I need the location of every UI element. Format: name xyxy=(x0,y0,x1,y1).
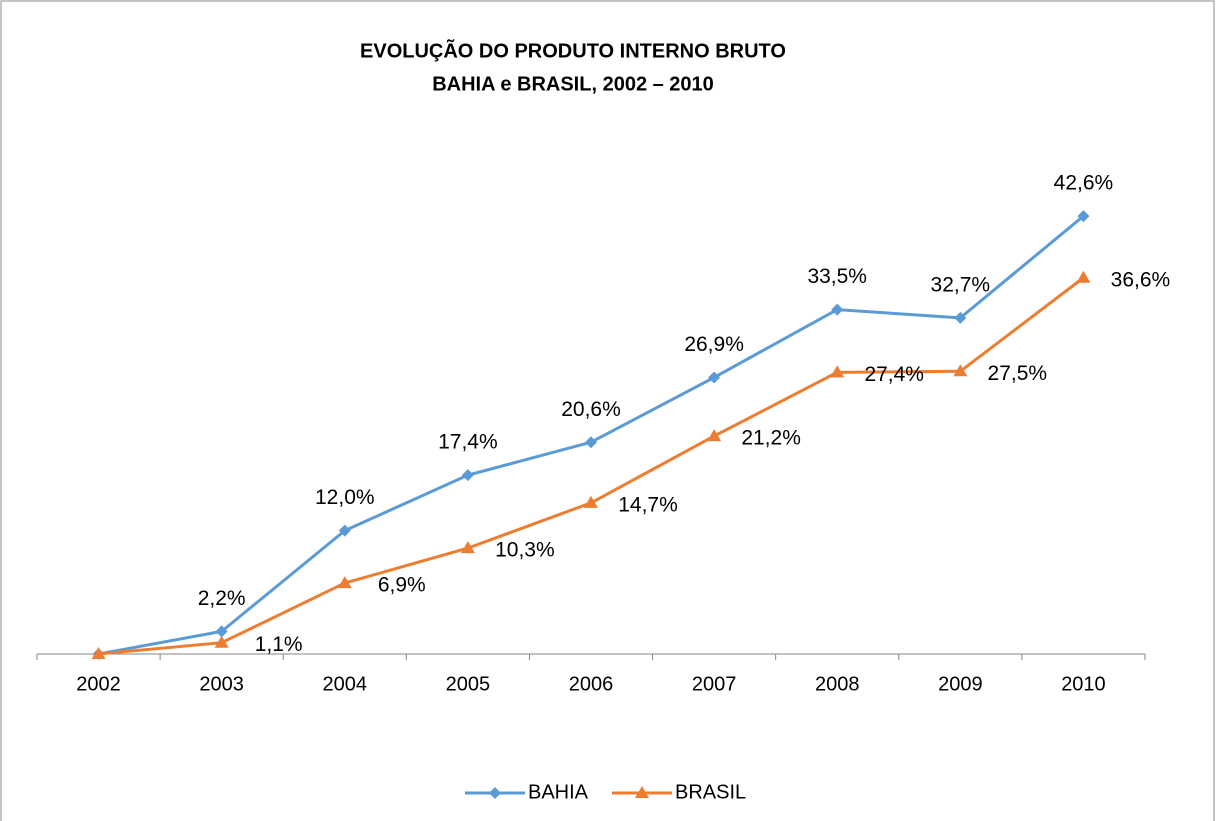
legend-label: BRASIL xyxy=(675,781,746,803)
data-point xyxy=(830,365,845,378)
data-label: 27,5% xyxy=(988,362,1048,385)
data-point xyxy=(584,495,598,508)
x-tick-label: 2009 xyxy=(938,673,983,695)
x-tick-label: 2002 xyxy=(76,673,121,695)
data-point xyxy=(215,625,228,638)
chart-subtitle: BAHIA e BRASIL, 2002 – 2010 xyxy=(432,73,714,95)
x-tick-label: 2003 xyxy=(199,673,244,695)
data-point xyxy=(707,429,722,442)
data-label: 26,9% xyxy=(684,333,744,356)
data-label: 33,5% xyxy=(807,265,867,288)
x-tick-label: 2010 xyxy=(1061,673,1106,695)
data-label: 42,6% xyxy=(1054,172,1114,195)
data-point xyxy=(338,524,351,537)
data-label: 12,0% xyxy=(315,486,375,509)
data-point xyxy=(953,364,968,377)
legend-marker xyxy=(635,786,649,798)
x-tick-label: 2007 xyxy=(692,673,737,695)
data-point xyxy=(460,541,475,554)
data-label: 21,2% xyxy=(741,427,801,450)
data-label: 20,6% xyxy=(561,398,621,421)
data-point xyxy=(831,303,844,316)
x-tick-label: 2006 xyxy=(569,673,614,695)
data-label: 10,3% xyxy=(495,539,555,562)
data-label: 1,1% xyxy=(255,633,303,656)
data-point xyxy=(214,635,229,648)
data-label: 6,9% xyxy=(378,574,426,597)
x-tick-label: 2008 xyxy=(815,673,860,695)
legend-label: BAHIA xyxy=(528,781,589,803)
data-point xyxy=(1077,210,1090,223)
chart-title: EVOLUÇÃO DO PRODUTO INTERNO BRUTO xyxy=(360,39,786,62)
data-point xyxy=(1076,270,1091,283)
data-label: 36,6% xyxy=(1111,268,1171,291)
data-point xyxy=(91,647,106,659)
data-label: 2,2% xyxy=(198,587,246,610)
data-point xyxy=(585,436,597,449)
x-tick-label: 2005 xyxy=(446,673,491,695)
data-point xyxy=(337,576,352,589)
data-label: 27,4% xyxy=(864,363,924,386)
x-tick-label: 2004 xyxy=(323,673,368,695)
data-label: 17,4% xyxy=(438,431,498,454)
data-point xyxy=(954,311,967,324)
data-label: 32,7% xyxy=(931,273,991,296)
legend-marker xyxy=(489,787,501,799)
data-point xyxy=(708,371,721,384)
data-point xyxy=(461,469,474,482)
data-label: 14,7% xyxy=(618,493,678,516)
